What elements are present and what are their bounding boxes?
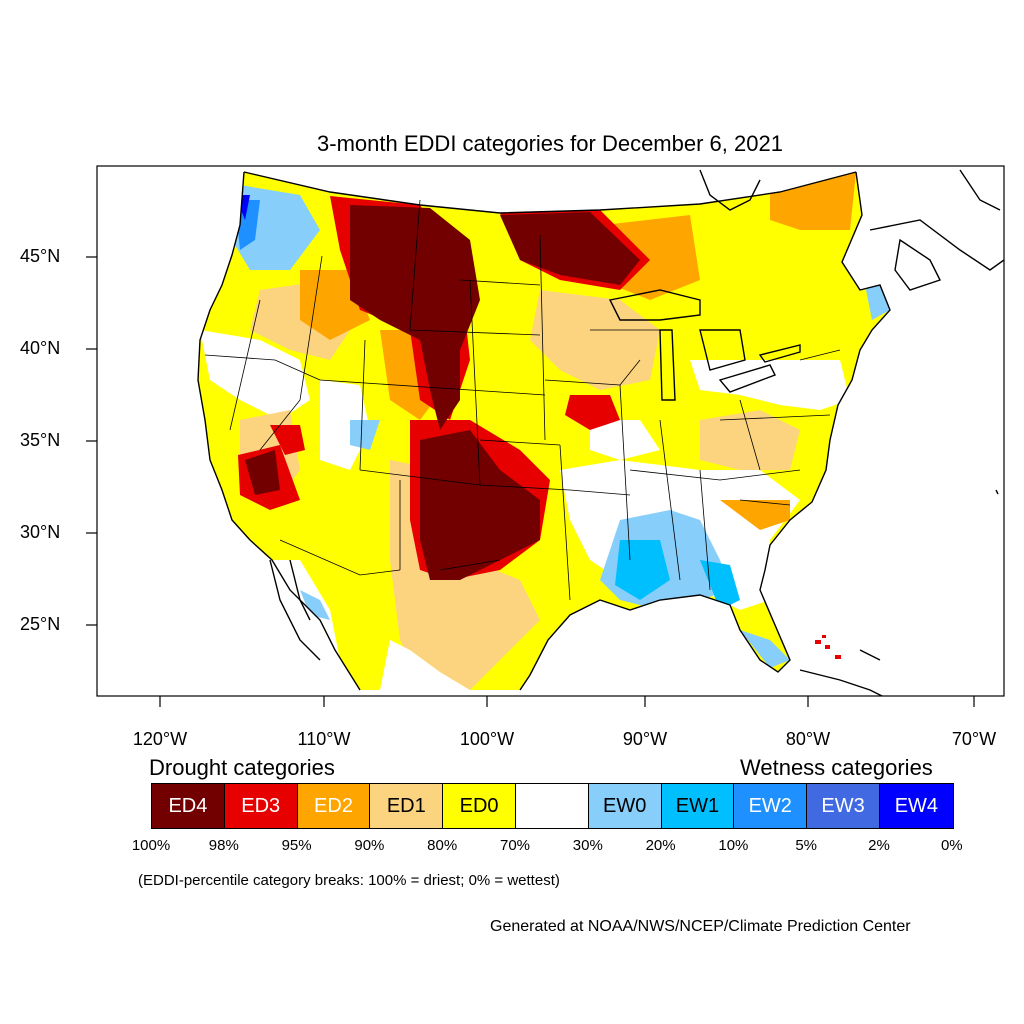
percent-break-label: 5%	[795, 837, 818, 854]
drought-heading: Drought categories	[149, 755, 335, 780]
percent-break-label: 80%	[427, 837, 458, 854]
wetness-heading: Wetness categories	[740, 755, 933, 780]
percent-break-label: 98%	[208, 837, 239, 854]
lon-label-80: 80°W	[785, 729, 831, 749]
percent-break-label: 90%	[354, 837, 385, 854]
legend-box-ed0: ED0	[443, 784, 516, 828]
legend-color-bar: ED4 ED3 ED2 ED1 ED0 EW0 EW1 EW2 EW3 EW4	[151, 783, 954, 829]
percent-break-label: 0%	[940, 837, 963, 854]
legend-box-ew1: EW1	[661, 784, 735, 828]
legend-box-ed3: ED3	[224, 784, 298, 828]
lon-label-110: 110°W	[297, 729, 351, 749]
lat-label-30: 30°N	[20, 522, 61, 542]
lon-label-100: 100°W	[459, 729, 515, 749]
percent-break-label: 70%	[499, 837, 531, 854]
category-note: (EDDI-percentile category breaks: 100% =…	[138, 872, 560, 889]
map-title: 3-month EDDI categories for December 6, …	[317, 131, 783, 156]
lon-label-90: 90°W	[622, 729, 668, 749]
percent-break-label: 2%	[868, 837, 890, 854]
percent-break-label: 30%	[572, 837, 603, 854]
lat-label-40: 40°N	[20, 338, 61, 358]
legend-box-ed4: ED4	[152, 784, 225, 828]
lon-label-120: 120°W	[132, 729, 188, 749]
percent-break-label: 20%	[645, 837, 676, 854]
legend-box-ew0: EW0	[588, 784, 662, 828]
credit-line: Generated at NOAA/NWS/NCEP/Climate Predi…	[490, 918, 911, 935]
legend-box-ed2: ED2	[297, 784, 371, 828]
percent-break-label: 100%	[131, 837, 171, 854]
lon-label-70: 70°W	[951, 729, 997, 749]
percent-break-label: 10%	[718, 837, 749, 854]
legend-box-neutral	[515, 784, 589, 828]
lat-label-25: 25°N	[20, 614, 61, 634]
lat-label-45: 45°N	[20, 246, 61, 266]
legend-box-ew4: EW4	[879, 784, 953, 828]
legend-box-ed1: ED1	[370, 784, 444, 828]
legend-box-ew2: EW2	[734, 784, 808, 828]
percent-break-label: 95%	[281, 837, 312, 854]
lat-label-35: 35°N	[20, 430, 61, 450]
legend-box-ew3: EW3	[807, 784, 880, 828]
